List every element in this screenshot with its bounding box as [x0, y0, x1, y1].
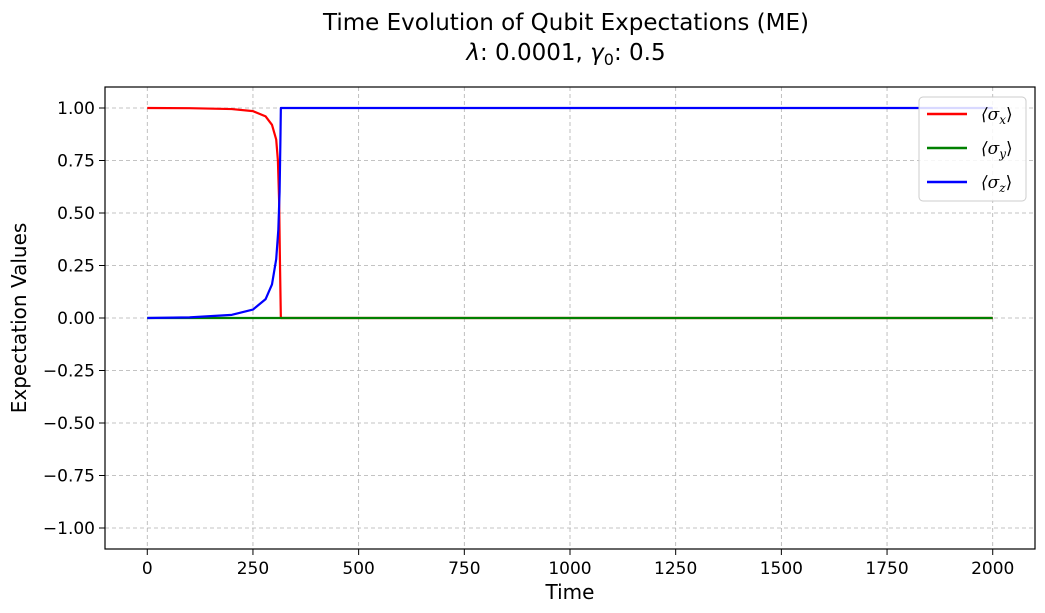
legend-label: ⟨σz⟩: [981, 173, 1012, 195]
legend-label: ⟨σx⟩: [981, 105, 1013, 127]
y-tick-label: 0.75: [57, 152, 95, 172]
x-tick-label: 1500: [760, 559, 803, 579]
x-tick-label: 2000: [971, 559, 1014, 579]
x-tick-label: 1000: [548, 559, 591, 579]
series-line-z: [147, 106, 993, 320]
y-tick-label: −1.00: [43, 519, 95, 539]
x-tick-label: 1750: [865, 559, 908, 579]
x-tick-label: 1250: [654, 559, 697, 579]
legend-label: ⟨σy⟩: [981, 139, 1013, 161]
x-axis: 0 250 500 750 1000 1250 1500 1750 2000: [142, 549, 1014, 579]
y-tick-label: −0.50: [43, 414, 95, 434]
legend-box: [918, 96, 1027, 202]
y-tick-label: −0.75: [43, 467, 95, 487]
x-tick-label: 750: [448, 559, 480, 579]
series-lines: [147, 106, 993, 320]
x-tick-label: 0: [142, 559, 153, 579]
y-tick-label: 1.00: [57, 99, 95, 119]
x-axis-label: Time: [545, 580, 595, 604]
x-tick-label: 500: [342, 559, 374, 579]
y-axis: 1.00 0.75 0.50 0.25 0.00 −0.25 −0.50 −0.75 −1.00: [43, 99, 105, 539]
grid: [105, 87, 1035, 549]
x-tick-label: 250: [237, 559, 269, 579]
y-tick-label: 0.25: [57, 257, 95, 277]
y-tick-label: 0.50: [57, 204, 95, 224]
legend: ⟨σx⟩ ⟨σy⟩ ⟨σz⟩: [918, 96, 1027, 202]
chart-subtitle: λ: 0.0001, γ0: 0.5: [464, 40, 665, 69]
y-tick-label: 0.00: [57, 309, 95, 329]
chart-title: Time Evolution of Qubit Expectations (ME…: [322, 10, 809, 36]
y-axis-label: Expectation Values: [7, 223, 31, 414]
y-tick-label: −0.25: [43, 362, 95, 382]
